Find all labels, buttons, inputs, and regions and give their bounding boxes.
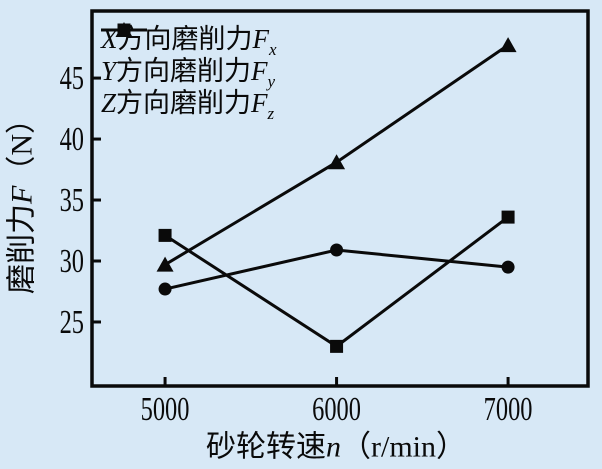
x-axis-title-unit: （r/min） <box>341 430 466 464</box>
x-tick-label: 6000 <box>312 391 361 428</box>
legend-force-symbol: F <box>251 88 268 119</box>
y-tick-label: 30 <box>60 243 84 280</box>
y-axis-title-symbol: F <box>5 185 39 204</box>
plot-border <box>90 9 590 388</box>
y-tick-label: 35 <box>60 182 84 219</box>
square-marker-Fx <box>330 339 344 353</box>
y-tick-label: 25 <box>60 304 84 341</box>
legend-axis-letter: Y <box>101 56 117 87</box>
triangle-marker-Fy <box>328 154 346 170</box>
circle-marker-Fz <box>501 260 515 274</box>
x-tick-label: 7000 <box>484 391 533 428</box>
series-line-Fx <box>164 215 509 349</box>
y-axis-title-unit: （N） <box>5 104 39 186</box>
legend-item-Fy: Y方向磨削力Fy <box>101 22 277 90</box>
legend-force-symbol: F <box>251 56 268 87</box>
legend-label: Y方向磨削力Fy <box>101 49 276 92</box>
square-marker-Fx <box>158 228 172 242</box>
y-tick-label: 45 <box>60 60 84 97</box>
circle-marker-Fz <box>158 282 172 296</box>
legend-cjk-text: 方向磨削力 <box>116 56 252 87</box>
legend-axis-letter: Z <box>101 88 117 119</box>
legend-label: Z方向磨削力Fz <box>101 81 275 124</box>
x-tick-label: 5000 <box>141 391 190 428</box>
legend-subscript: z <box>267 104 275 124</box>
square-marker-Fx <box>501 210 515 224</box>
x-axis-title-symbol: n <box>326 430 341 464</box>
triangle-marker-Fy <box>156 256 174 272</box>
legend: X方向磨削力Fx Y方向磨削力Fy Z方向磨削力Fz <box>101 20 277 122</box>
legend-force-symbol: F <box>252 23 270 54</box>
y-tick-label: 40 <box>60 121 84 158</box>
y-axis-title: 磨削力F（N） <box>6 104 39 294</box>
legend-subscript: x <box>269 39 277 59</box>
x-axis-title-text: 砂轮转速 <box>206 430 326 464</box>
legend-item-Fz: Z方向磨削力Fz <box>101 23 277 122</box>
legend-subscript: y <box>267 72 276 92</box>
circle-marker-Fz <box>330 243 344 257</box>
x-axis-title: 砂轮转速n（r/min） <box>206 431 466 464</box>
circle-legend-marker-icon <box>101 23 147 37</box>
y-axis-title-text: 磨削力 <box>5 204 39 294</box>
triangle-marker-Fy <box>499 37 517 53</box>
legend-cjk-text: 方向磨削力 <box>116 88 252 119</box>
